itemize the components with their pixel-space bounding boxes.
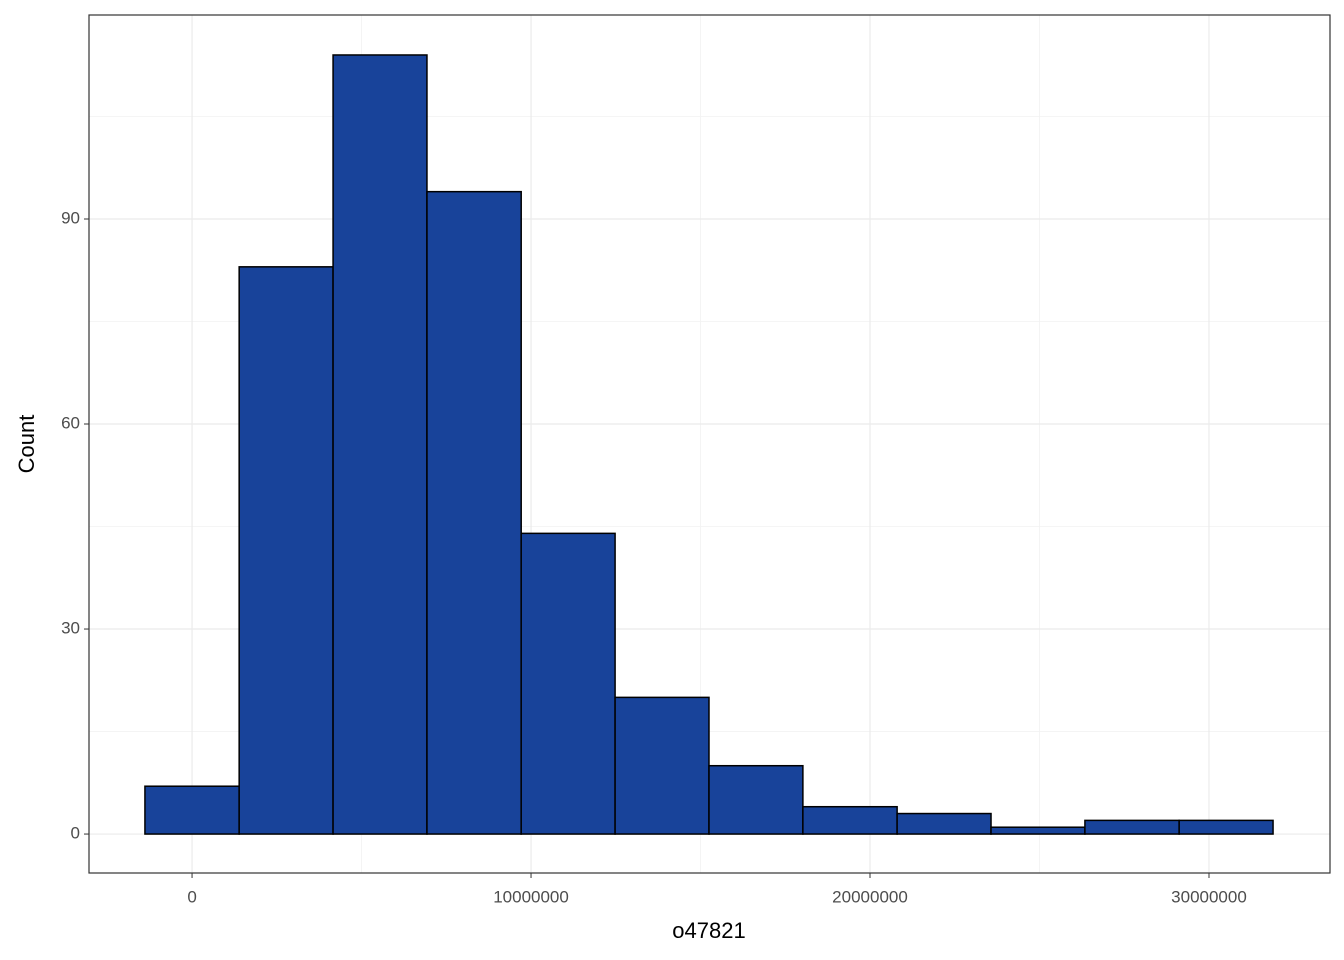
y-tick-label: 0 bbox=[71, 824, 80, 843]
bar bbox=[896, 812, 992, 835]
y-tick-label: 60 bbox=[61, 413, 80, 432]
x-tick-label: 30000000 bbox=[1171, 887, 1247, 906]
bar bbox=[426, 190, 522, 835]
bar bbox=[238, 266, 334, 835]
x-axis-title: o47821 bbox=[672, 918, 745, 943]
panel-border bbox=[88, 14, 1331, 874]
bar bbox=[990, 826, 1086, 835]
x-tick-label: 10000000 bbox=[493, 887, 569, 906]
y-tick-label: 30 bbox=[61, 619, 80, 638]
x-tick-label: 0 bbox=[187, 887, 196, 906]
bar bbox=[1084, 819, 1180, 835]
bar bbox=[332, 54, 428, 835]
y-tick-label: 90 bbox=[61, 208, 80, 227]
bar bbox=[614, 696, 710, 835]
y-axis-title: Count bbox=[14, 415, 39, 474]
x-tick-label: 20000000 bbox=[832, 887, 908, 906]
bar bbox=[520, 532, 616, 835]
bar bbox=[802, 805, 898, 835]
bar bbox=[1178, 819, 1274, 835]
bar bbox=[144, 785, 240, 835]
bar bbox=[708, 764, 804, 835]
